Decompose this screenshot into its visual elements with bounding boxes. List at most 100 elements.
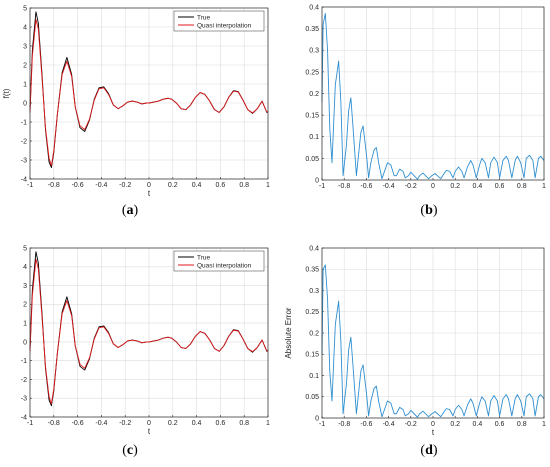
y-tick-label: -2 [21,377,27,384]
x-tick-label: -0.8 [338,421,350,428]
y-tick-label: 0.2 [309,91,319,98]
caption-d-open: ( [420,443,426,458]
series-line-absolute-error [321,13,545,180]
caption-b-open: ( [420,203,426,218]
y-tick-label: 0.05 [305,156,319,163]
caption-c-open: ( [122,443,127,458]
caption-a-close: ) [133,203,139,218]
caption-c-close: ) [133,443,138,458]
x-tick-label: 0.6 [495,421,505,428]
legend-label: True [197,254,211,261]
y-tick-label: 0.35 [305,267,319,274]
x-tick-label: 0.8 [239,182,249,189]
x-tick-label: 1 [266,420,270,427]
y-tick-label: 0 [23,100,27,107]
x-tick-label: 0 [147,182,151,189]
y-axis-label: f(t) [2,88,11,98]
y-tick-label: 0.2 [309,330,319,337]
y-tick-label: -3 [21,157,27,164]
y-tick-label: 0.05 [305,394,319,401]
y-tick-label: 0.35 [305,26,319,33]
x-tick-label: -1 [27,420,33,427]
x-tick-label: -0.6 [360,183,372,190]
x-tick-label: 1 [542,421,546,428]
x-tick-label: -0.4 [95,420,107,427]
caption-a-open: ( [121,203,127,218]
chart-c: -1 -0.8 -0.6 -0.4 -0.2 0 0.2 0.4 0.6 0.8 1 -4 -3 -2 -1… [21,245,270,436]
y-tick-label: 0.4 [309,245,319,252]
y-tick-label: -2 [21,138,27,145]
caption-d: (d) [409,443,449,459]
chart-c-panel: -1 -0.8 -0.6 -0.4 -0.2 0 0.2 0.4 0.6 0.8 1 -4 -3 -2 -1… [0,238,275,436]
chart-d: -1 -0.8 -0.6 -0.4 -0.2 0 0.2 0.4 0.6 0.8 1 0 0.05 0.1… [284,245,546,437]
y-tick-label: 5 [23,5,27,12]
x-tick-label: 0.6 [216,182,226,189]
x-tick-label: -0.4 [383,421,395,428]
y-tick-label: 0.4 [309,4,319,11]
x-tick-label: -0.8 [48,420,60,427]
x-tick-label: -0.8 [338,183,350,190]
x-tick-label: 1 [542,183,546,190]
x-tick-label: 0 [431,421,435,428]
x-tick-label: 0.6 [495,183,505,190]
y-tick-label: 0.15 [305,352,319,359]
legend-label: Quasi interpolation [197,262,252,269]
y-tick-label: 4 [23,264,27,271]
y-tick-label: 5 [23,245,27,252]
x-tick-label: 0.4 [192,182,202,189]
y-tick-label: 0.1 [309,134,319,141]
y-tick-label: 0.3 [309,288,319,295]
x-tick-label: 0.8 [517,421,527,428]
x-tick-label: -1 [319,421,325,428]
axes-box [321,6,545,181]
caption-c: (c) [110,443,150,459]
x-tick-label: -0.2 [119,182,131,189]
x-tick-label: -0.2 [405,183,417,190]
y-tick-label: 4 [23,24,27,31]
y-tick-label: -4 [21,414,27,421]
y-tick-label: 0.3 [309,48,319,55]
x-axis-label: t [432,428,435,437]
y-tick-label: 0 [23,339,27,346]
chart-a-panel: -1 -0.8 -0.6 -0.4 -0.2 0 0.2 0.4 0.6 0.8 1 -4 -3 -2 -1… [0,0,275,198]
y-tick-label: 0.25 [305,309,319,316]
series-line-quasi-interpolation [29,258,269,405]
x-tick-label: -1 [319,183,325,190]
x-tick-label: 0.4 [192,420,202,427]
chart-d-panel: -1 -0.8 -0.6 -0.4 -0.2 0 0.2 0.4 0.6 0.8 1 0 0.05 0.1… [280,238,550,437]
caption-b: (b) [409,203,449,219]
y-tick-label: 1 [23,81,27,88]
axes-box [321,247,545,419]
x-tick-label: -0.4 [95,182,107,189]
y-tick-label: 1 [23,321,27,328]
chart-b: -1 -0.8 -0.6 -0.4 -0.2 0 0.2 0.4 0.6 0.8 1 0 0.05 0.1… [305,4,546,190]
y-axis-label: Absolute Error [284,307,293,358]
x-tick-label: 0.2 [168,420,178,427]
axes-box [29,247,269,418]
y-tick-label: 0.25 [305,69,319,76]
y-tick-label: 2 [23,302,27,309]
legend-box [173,10,265,32]
series-line-quasi-interpolation [29,18,269,167]
x-tick-label: -0.4 [383,183,395,190]
caption-d-close: ) [432,443,438,458]
x-axis-label: t [148,427,151,436]
x-tick-label: -0.2 [119,420,131,427]
x-tick-label: -0.6 [72,182,84,189]
x-tick-label: 0.2 [450,183,460,190]
y-tick-label: 0.15 [305,113,319,120]
legend-label: True [197,14,211,21]
x-tick-label: 0 [147,420,151,427]
chart-a: -1 -0.8 -0.6 -0.4 -0.2 0 0.2 0.4 0.6 0.8 1 -4 -3 -2 -1… [2,5,270,198]
x-tick-label: 0.2 [168,182,178,189]
legend-box [173,250,265,272]
y-tick-label: 0 [315,415,319,422]
x-tick-label: 1 [266,182,270,189]
caption-b-letter: b [425,203,433,218]
caption-a-letter: a [126,203,134,218]
y-tick-label: 2 [23,62,27,69]
x-tick-label: 0.8 [239,420,249,427]
x-tick-label: -0.2 [405,421,417,428]
